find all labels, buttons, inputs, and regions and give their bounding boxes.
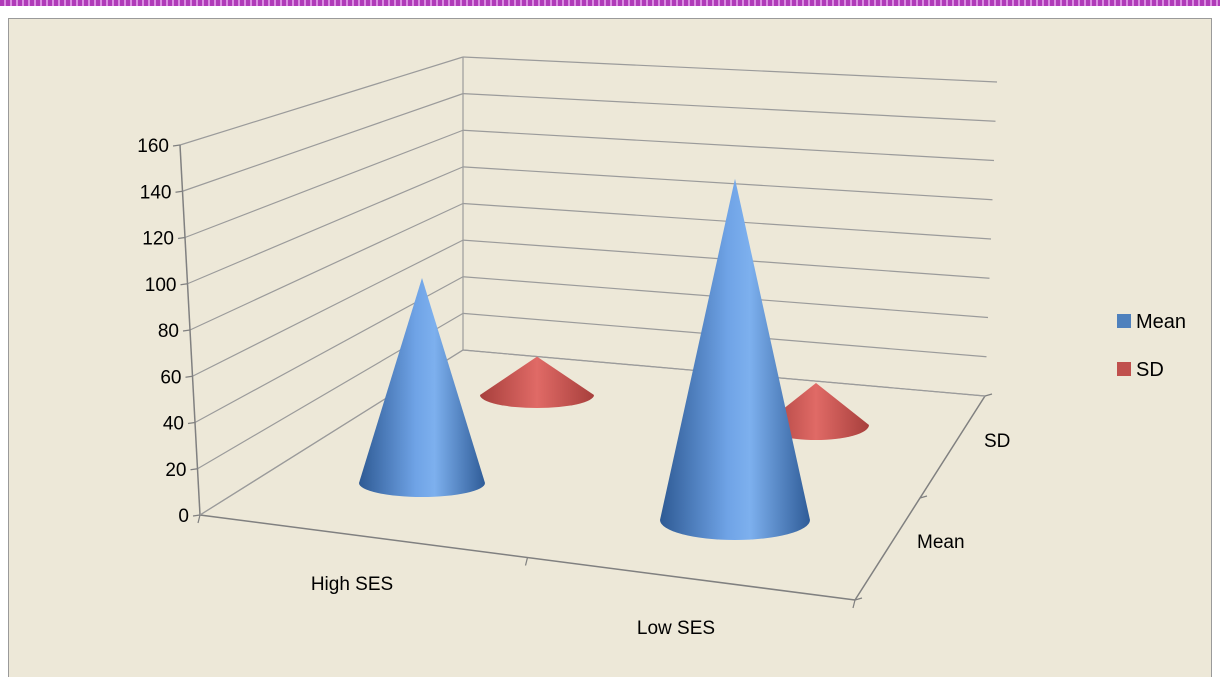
cone-sd [763, 383, 869, 440]
depth-tick-mark [984, 393, 993, 397]
y-tick-mark [192, 514, 201, 517]
legend-swatch-sd [1117, 362, 1131, 376]
top-border-rule [0, 0, 1220, 6]
y-tick-label: 40 [163, 414, 184, 435]
x-tick-mark [852, 599, 856, 609]
gridline-back-wall [462, 56, 998, 83]
gridline-back-wall [462, 93, 996, 122]
y-tick-label: 0 [178, 506, 189, 527]
x-tick-label: High SES [311, 574, 393, 595]
y-tick-label: 60 [160, 367, 181, 388]
left-wall [180, 57, 463, 515]
chart-walls [180, 57, 997, 600]
gridline-left-wall [192, 239, 464, 377]
y-tick-label: 20 [165, 460, 186, 481]
y-tick-mark [187, 421, 196, 425]
cone-sd [480, 356, 594, 408]
cone-mean [660, 178, 810, 540]
gridline-left-wall [187, 166, 464, 285]
y-tick-label: 160 [137, 136, 169, 157]
y-tick-mark [172, 144, 181, 147]
x-tick-label: Low SES [637, 618, 715, 639]
gridline-back-wall [462, 166, 993, 201]
gridline-left-wall [184, 129, 464, 239]
y-tick-mark [185, 375, 193, 378]
depth-tick-label: SD [984, 431, 1010, 452]
legend-item-mean[interactable]: Mean [1117, 311, 1186, 333]
y-axis-line [179, 144, 201, 516]
x-tick-mark [197, 514, 201, 524]
y-axis-tick-labels: 0 20 40 60 80 100 120 140 160 [137, 136, 189, 527]
cone-marks [359, 178, 869, 540]
y-tick-mark [177, 236, 186, 240]
legend-item-sd[interactable]: SD [1117, 359, 1164, 381]
y-tick-mark [180, 283, 188, 286]
x-tick-mark [524, 557, 529, 566]
legend-label-sd: SD [1136, 359, 1164, 381]
y-tick-label: 120 [142, 229, 174, 250]
legend-swatch-mean [1117, 314, 1131, 328]
legend-label-mean: Mean [1136, 311, 1186, 333]
gridline-left-wall [179, 56, 464, 146]
gridline-back-wall [462, 129, 995, 162]
cone-mean [359, 278, 485, 497]
depth-tick-mark [854, 597, 863, 601]
depth-tick-label: Mean [917, 532, 965, 553]
y-tick-mark [175, 190, 183, 193]
y-tick-label: 140 [140, 182, 172, 203]
gridline-left-wall [182, 93, 464, 192]
gridline-left-wall [189, 202, 464, 331]
y-tick-label: 80 [158, 321, 179, 342]
legend: Mean SD [1117, 311, 1186, 381]
y-tick-label: 100 [145, 275, 177, 296]
y-tick-mark [190, 468, 198, 471]
depth-tick-mark [919, 495, 928, 499]
y-tick-mark [182, 329, 191, 332]
